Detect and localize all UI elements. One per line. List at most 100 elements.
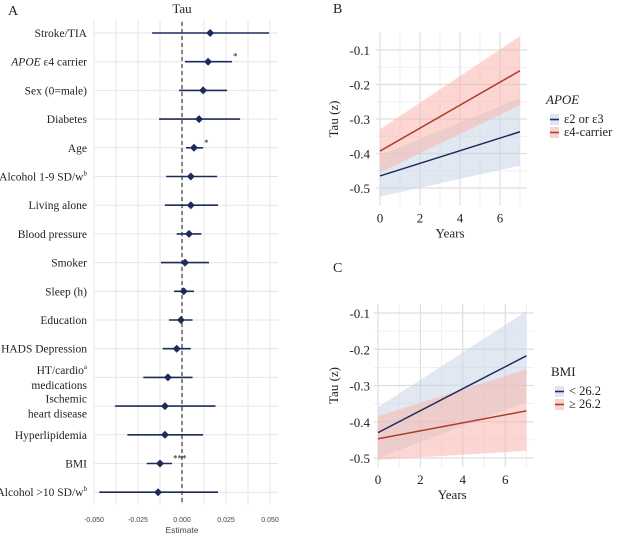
row-label: Hyperlipidemia (15, 430, 87, 442)
series-line (377, 410, 527, 440)
x-tick-label: -0.050 (84, 517, 104, 524)
y-tick-label: -0.4 (349, 147, 370, 162)
estimate-point (204, 57, 213, 66)
y-tick-label: -0.2 (349, 342, 370, 357)
x-tick-label: 2 (417, 210, 424, 225)
row-label: Alcohol >10 SD/wb (0, 485, 88, 499)
row-label-text: Age (68, 143, 87, 155)
estimate-point (163, 373, 172, 382)
row-label-text: Education (40, 315, 87, 327)
row-label: HT/cardioa (37, 363, 88, 377)
row-label-text: heart disease (28, 409, 87, 421)
row-label: Sleep (h) (45, 286, 87, 298)
panel-label: B (333, 2, 342, 17)
estimate-point (160, 402, 169, 411)
series-line (379, 131, 521, 177)
row-label-text: Alcohol >10 SD/w (0, 487, 84, 499)
x-axis-label: Years (435, 225, 464, 240)
panel-label: A (8, 4, 19, 19)
y-tick-label: -0.5 (349, 451, 370, 466)
confidence-ribbon (378, 369, 527, 460)
row-label-text: medications (31, 380, 87, 392)
y-axis-label: Tau (z) (326, 101, 341, 138)
panel-c: C -0.1 -0.2 -0.3 -0.4 -0.5 0 2 4 6 Years Tau (z) BMI… (326, 261, 601, 502)
estimate-point (186, 201, 195, 210)
x-tick-label: 6 (502, 472, 509, 487)
legend-entry: ε4-carrier (564, 125, 613, 139)
x-tick-label: 0.050 (261, 517, 279, 524)
panel-label: C (333, 261, 342, 276)
estimate-point (172, 344, 181, 353)
series-line (379, 70, 521, 152)
row-label: BMI (65, 459, 87, 471)
x-axis-label: Years (438, 487, 467, 502)
row-label-text: HADS Depression (1, 344, 87, 356)
x-tick-label: 0.025 (217, 517, 235, 524)
row-label-text: Stroke/TIA (35, 28, 88, 40)
significance-marker: *** (173, 454, 187, 464)
x-tick-label: 0.000 (173, 517, 191, 524)
row-label: Living alone (29, 200, 87, 212)
row-label-superscript: b (84, 485, 88, 493)
row-label: Alcohol 1-9 SD/wb (0, 170, 88, 184)
x-tick-label: 4 (460, 472, 467, 487)
row-label-text: Living alone (29, 200, 87, 212)
row-label-text: Smoker (51, 258, 87, 270)
row-label-text: Diabetes (47, 114, 88, 126)
significance-marker: * (233, 52, 238, 62)
row-label-text: Sleep (h) (45, 286, 87, 298)
legend: BMI < 26.2≥ 26.2 (551, 364, 601, 411)
panel-title: Tau (172, 1, 192, 16)
row-label-text: Hyperlipidemia (15, 430, 87, 442)
x-axis-label: Estimate (165, 525, 198, 535)
y-tick-label: -0.3 (349, 379, 370, 394)
significance-marker: * (204, 138, 209, 148)
confidence-ribbon (380, 98, 520, 197)
series-line (377, 355, 527, 434)
legend-title: APOE (545, 92, 579, 107)
row-label-italic: APOE (10, 57, 40, 69)
x-tick-label: 6 (497, 210, 504, 225)
row-label-text: Ischemic (45, 394, 87, 406)
row-label: Diabetes (47, 114, 88, 126)
estimate-point (160, 430, 169, 439)
y-tick-label: -0.1 (349, 43, 370, 58)
y-tick-label: -0.5 (349, 181, 370, 196)
estimate-point (156, 459, 164, 468)
row-label: Age (68, 143, 87, 155)
y-tick-label: -0.3 (349, 112, 370, 127)
row-label: Ischemic (45, 394, 87, 406)
estimate-point (154, 488, 163, 497)
estimate-point (179, 287, 188, 296)
row-label-superscript: a (84, 363, 88, 371)
row-label: Stroke/TIA (35, 28, 88, 40)
row-label: Smoker (51, 258, 87, 270)
estimate-point (185, 229, 194, 238)
estimate-point (199, 86, 208, 95)
row-label-text: ε4 carrier (41, 57, 87, 69)
row-label-text: Alcohol 1-9 SD/w (0, 172, 84, 184)
x-tick-label: 0 (377, 210, 384, 225)
estimate-point (180, 258, 189, 267)
legend-title: BMI (551, 364, 576, 379)
legend-entry: < 26.2 (569, 384, 601, 398)
row-label-text: Blood pressure (18, 229, 87, 241)
estimate-point (206, 29, 215, 37)
panel-a: A Tau Stroke/TIA APOE ε4 carrier * Sex (0=mal… (0, 1, 279, 535)
row-label: APOE ε4 carrier (10, 57, 87, 69)
legend-entry: ≥ 26.2 (569, 397, 601, 411)
row-label: Blood pressure (18, 229, 87, 241)
y-tick-label: -0.2 (349, 78, 370, 93)
x-tick-label: 4 (457, 210, 464, 225)
y-tick-label: -0.4 (349, 415, 370, 430)
panel-b: B -0.1 -0.2 -0.3 -0.4 -0.5 0 2 4 6 Years Tau (z) APO… (326, 2, 613, 240)
row-label: heart disease (28, 409, 87, 421)
x-tick-label: 2 (417, 472, 424, 487)
row-label: medications (31, 380, 87, 392)
row-label-superscript: b (84, 170, 88, 178)
confidence-ribbon (380, 36, 520, 173)
x-tick-label: 0 (375, 472, 382, 487)
row-label-text: BMI (65, 459, 87, 471)
